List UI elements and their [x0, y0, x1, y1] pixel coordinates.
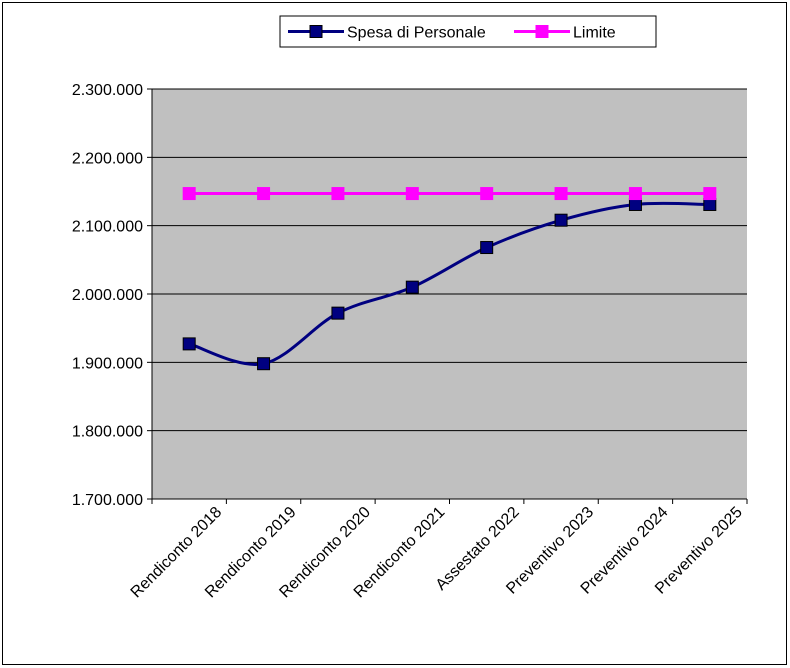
series-2-point: [628, 187, 642, 201]
series-1-point: [257, 357, 271, 371]
series-2-point: [554, 187, 568, 201]
y-tick-label: 1.700.000: [72, 492, 143, 509]
series-2-point: [331, 187, 345, 201]
legend-label-2: Limite: [573, 25, 616, 42]
series-1-point: [182, 337, 196, 351]
legend-label-1: Spesa di Personale: [347, 25, 486, 42]
legend-marker-1: [309, 25, 323, 38]
series-2-point: [182, 187, 196, 201]
series-2-point: [257, 187, 271, 201]
series-1-point: [628, 197, 642, 211]
y-tick-label: 1.800.000: [72, 424, 143, 441]
y-tick-label: 2.000.000: [72, 287, 143, 304]
y-tick-label: 1.900.000: [72, 355, 143, 372]
y-tick-label: 2.300.000: [72, 82, 143, 99]
series-2-point: [405, 187, 419, 201]
series-2-point: [703, 187, 717, 201]
legend-marker-2: [535, 25, 549, 38]
y-tick-label: 2.200.000: [72, 150, 143, 167]
series-1-point: [331, 306, 345, 320]
series-2-point: [480, 187, 494, 201]
series-1-point: [703, 197, 717, 211]
series-1-point: [405, 280, 419, 294]
series-1-point: [480, 241, 494, 255]
series-1-point: [554, 213, 568, 227]
y-tick-label: 2.100.000: [72, 219, 143, 236]
